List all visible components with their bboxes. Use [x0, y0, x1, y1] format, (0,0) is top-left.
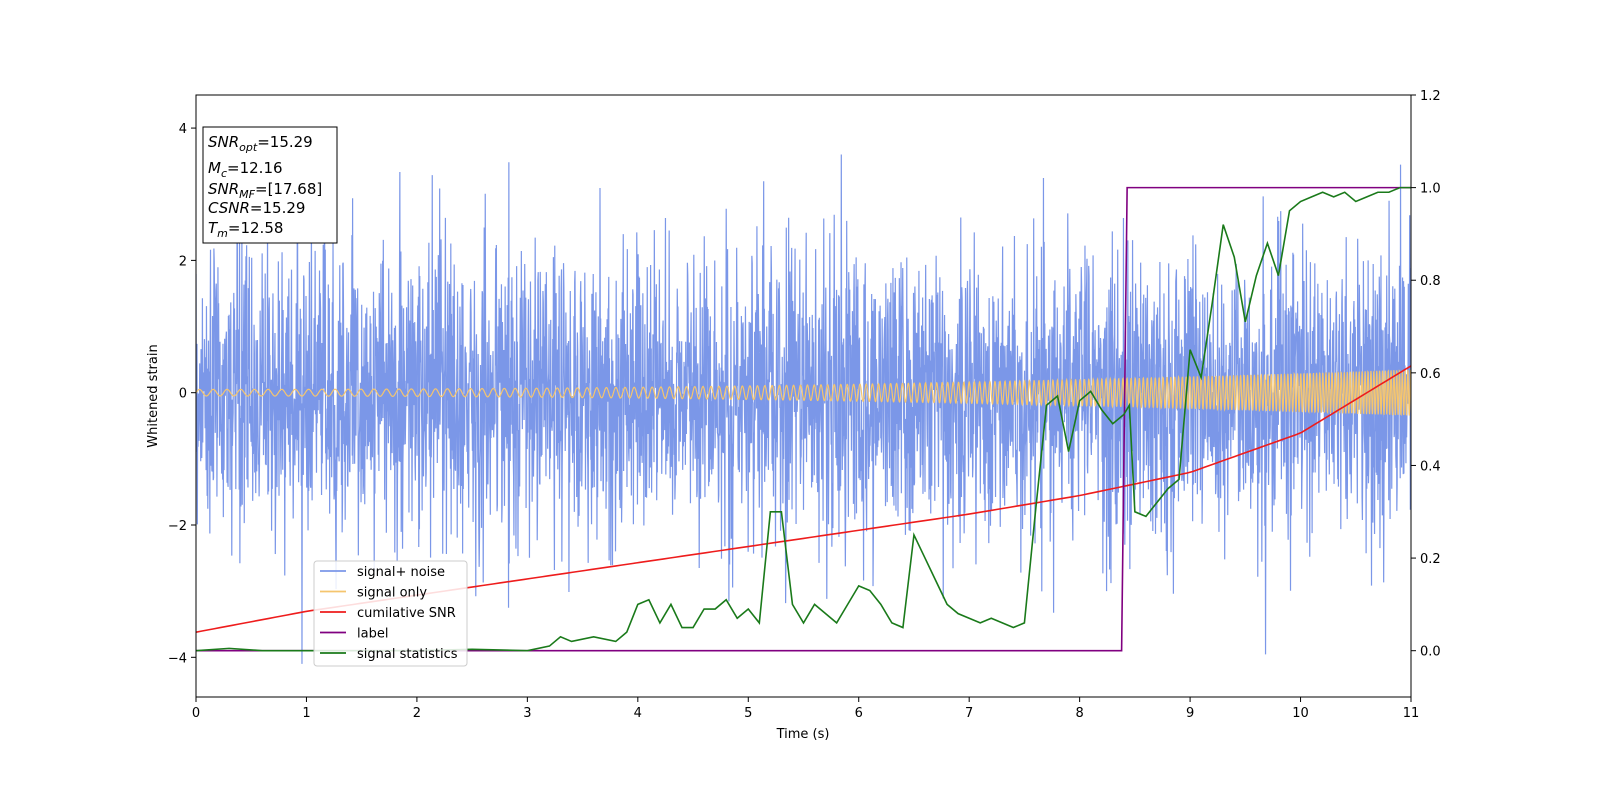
x-tick-label: 4 — [634, 706, 642, 721]
series-signal-statistics — [196, 186, 1411, 652]
y-axis-label: Whitened strain — [146, 344, 161, 447]
info-line: Mc=12.16 — [208, 159, 283, 180]
x-tick-label: 2 — [413, 706, 421, 721]
y2-tick-label: 1.2 — [1420, 89, 1441, 104]
plot-frame — [195, 94, 1412, 698]
x-tick-label: 11 — [1403, 706, 1420, 721]
y-tick-label: −4 — [168, 651, 187, 666]
series-label — [196, 186, 1411, 652]
legend-label: cumilative SNR — [357, 606, 456, 621]
legend-label: signal+ noise — [357, 565, 445, 580]
info-line: CSNR=15.29 — [208, 199, 305, 217]
x-tick-label: 0 — [192, 706, 200, 721]
series-signal-only — [196, 369, 1411, 416]
x-axis-label: Time (s) — [776, 727, 830, 742]
y2-tick-label: 0.6 — [1420, 367, 1441, 382]
info-box: SNRopt=15.29 Mc=12.16SNRMF=[17.68]CSNR=15… — [202, 126, 338, 244]
x-tick-label: 1 — [302, 706, 310, 721]
y-tick-label: −2 — [168, 519, 187, 534]
x-tick-label: 9 — [1186, 706, 1194, 721]
x-tick-label: 3 — [523, 706, 531, 721]
y2-tick-label: 0.4 — [1420, 459, 1441, 474]
axes: 0 1 2 3 4 5 6 7 8 9 10 11 4 2 0 −2 −4 1.2 1.0 0.8 0.6 0.4 0.2 0… — [168, 89, 1441, 721]
info-line: SNRopt=15.29 — [208, 133, 313, 154]
legend-label: signal statistics — [357, 647, 458, 662]
y-tick-label: 2 — [179, 254, 187, 269]
y2-tick-label: 0.8 — [1420, 274, 1441, 289]
info-line: Tm=12.58 — [208, 219, 283, 240]
x-tick-label: 7 — [965, 706, 973, 721]
legend: signal+ noise signal only cumilative SNR la… — [313, 560, 468, 667]
x-tick-label: 6 — [855, 706, 863, 721]
y-tick-label: 0 — [179, 387, 187, 402]
x-tick-label: 5 — [744, 706, 752, 721]
info-box-frame — [202, 126, 338, 244]
y2-tick-label: 0.2 — [1420, 552, 1441, 567]
x-tick-label: 8 — [1075, 706, 1083, 721]
legend-label: signal only — [357, 586, 427, 601]
y2-tick-label: 1.0 — [1420, 182, 1441, 197]
y-tick-label: 4 — [179, 122, 187, 137]
info-line: SNRMF=[17.68] — [208, 180, 322, 201]
legend-frame — [313, 560, 468, 667]
legend-label: label — [357, 627, 388, 642]
x-tick-label: 10 — [1292, 706, 1309, 721]
y2-tick-label: 0.0 — [1420, 645, 1441, 660]
